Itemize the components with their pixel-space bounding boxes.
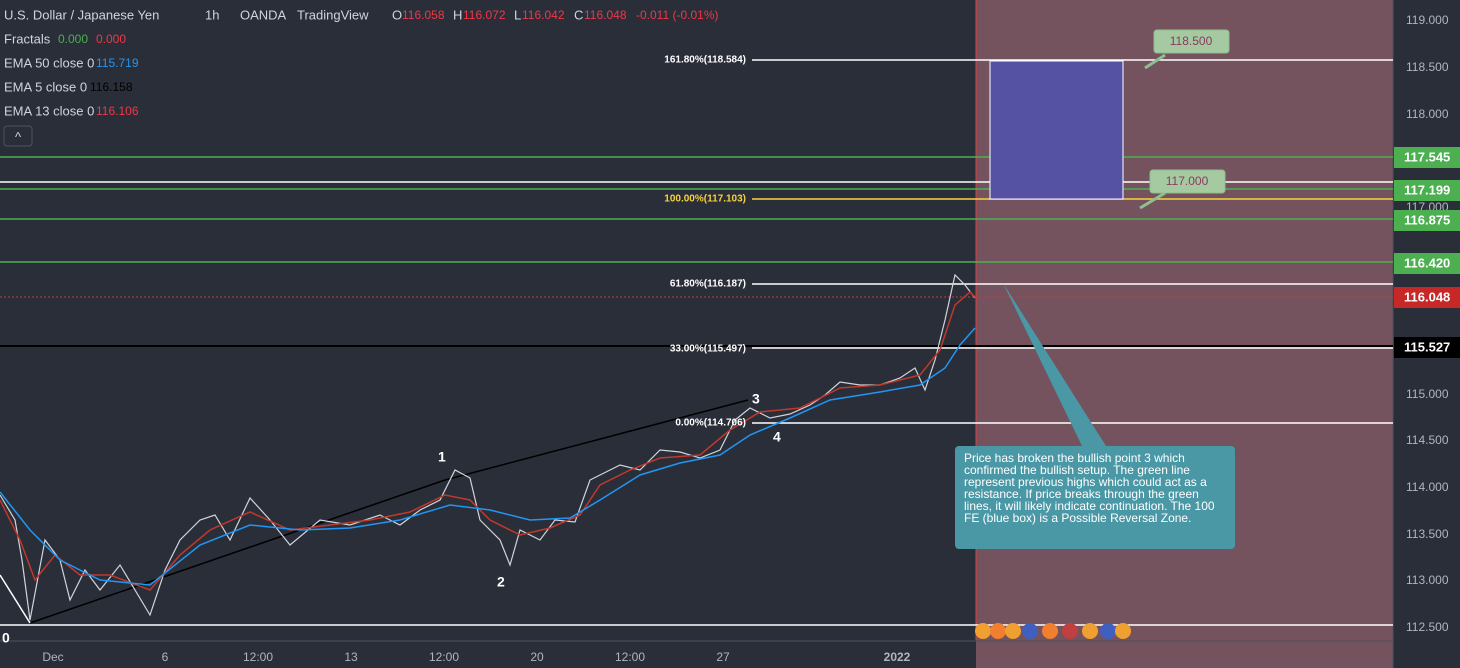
price-label: 113.000 bbox=[1406, 573, 1449, 587]
event-icons bbox=[975, 623, 991, 639]
target-label: 118.500 bbox=[1170, 34, 1213, 48]
wave-label: 2 bbox=[497, 574, 505, 590]
indicator: EMA 5 close 0 bbox=[4, 79, 87, 94]
price-tag-bg bbox=[1394, 287, 1460, 308]
indicator: EMA 50 close 0 bbox=[4, 55, 94, 70]
price-label: 114.000 bbox=[1406, 480, 1449, 494]
fib-label: 61.80%(116.187) bbox=[670, 279, 746, 290]
note-pointer bbox=[1003, 283, 1106, 446]
price-tag: 116.875 bbox=[1404, 212, 1450, 227]
ohlc-key: H bbox=[453, 7, 462, 22]
target-pointer bbox=[1144, 53, 1166, 70]
interval: 1h bbox=[205, 7, 219, 22]
target-label: 117.000 bbox=[1166, 174, 1209, 188]
price-tag-bg bbox=[1394, 253, 1460, 274]
price-tag: 117.199 bbox=[1404, 182, 1450, 197]
price-axis bbox=[1393, 0, 1460, 668]
indicator-value: 115.719 bbox=[96, 56, 139, 70]
indicator-value: 116.158 bbox=[90, 80, 133, 94]
event-icons bbox=[975, 623, 1131, 639]
ohlc-value: 116.042 bbox=[522, 8, 565, 22]
annotation-note: Price has broken the bullish point 3 whi… bbox=[955, 446, 1235, 549]
time-label: 27 bbox=[716, 650, 730, 664]
target-pointer bbox=[1139, 191, 1166, 210]
ohlc-value: 116.048 bbox=[584, 8, 627, 22]
ohlc-key: O bbox=[392, 7, 402, 22]
price-path bbox=[0, 273, 976, 621]
trend-lines bbox=[0, 399, 749, 624]
platform: TradingView bbox=[297, 7, 369, 22]
target-box bbox=[1153, 29, 1230, 54]
event-icons bbox=[1042, 623, 1058, 639]
ohlc-key: C bbox=[574, 7, 583, 22]
levels bbox=[0, 59, 1393, 626]
reversal-box bbox=[989, 60, 1124, 200]
event-icons bbox=[990, 623, 1006, 639]
symbol: U.S. Dollar / Japanese Yen bbox=[4, 7, 159, 22]
indicator-value: 0.000 bbox=[58, 32, 88, 46]
price-label: 114.500 bbox=[1406, 433, 1449, 447]
collapse-button[interactable] bbox=[3, 125, 33, 147]
event-icons bbox=[1005, 623, 1021, 639]
trend-lines bbox=[444, 399, 749, 481]
event-icons bbox=[1100, 623, 1116, 639]
price-label: 118.000 bbox=[1406, 107, 1449, 121]
wave-label: 0 bbox=[2, 630, 10, 646]
price-label: 118.500 bbox=[1406, 60, 1449, 74]
price-label: 119.000 bbox=[1406, 13, 1449, 27]
time-label: 12:00 bbox=[243, 650, 273, 664]
time-label: 2022 bbox=[884, 650, 911, 664]
time-label: 13 bbox=[344, 650, 358, 664]
trend-lines bbox=[29, 479, 446, 624]
fib-label: 100.00%(117.103) bbox=[664, 194, 746, 205]
wave-label: 3 bbox=[752, 391, 760, 407]
indicator-value: 116.106 bbox=[96, 104, 139, 118]
indicator: Fractals bbox=[4, 31, 51, 46]
time-label: 6 bbox=[162, 650, 169, 664]
fib-label: 161.80%(118.584) bbox=[664, 55, 746, 66]
broker: OANDA bbox=[240, 7, 287, 22]
time-label: 12:00 bbox=[615, 650, 645, 664]
indicator: EMA 13 close 0 bbox=[4, 103, 94, 118]
price-label: 113.500 bbox=[1406, 527, 1449, 541]
target-box bbox=[1149, 169, 1226, 194]
event-icons bbox=[1115, 623, 1131, 639]
time-label: 20 bbox=[530, 650, 544, 664]
price-label: 115.000 bbox=[1406, 387, 1449, 401]
price-tag: 116.420 bbox=[1404, 255, 1450, 270]
event-icons bbox=[1082, 623, 1098, 639]
time-label: Dec bbox=[42, 650, 63, 664]
price-tag-bg bbox=[1394, 210, 1460, 231]
price-tag-bg bbox=[1394, 147, 1460, 168]
ohlc-value: 116.072 bbox=[463, 8, 506, 22]
ema-50 bbox=[0, 327, 976, 586]
trend-lines bbox=[0, 574, 31, 624]
collapse-icon[interactable]: ^ bbox=[15, 129, 22, 144]
price-tag: 116.048 bbox=[1404, 289, 1450, 304]
price-tag: 115.527 bbox=[1404, 339, 1450, 354]
change: -0.011 (-0.01%) bbox=[636, 8, 718, 22]
ohlc-value: 116.058 bbox=[402, 8, 445, 22]
price-tag-bg bbox=[1394, 337, 1460, 358]
ohlc-key: L bbox=[514, 7, 521, 22]
price-tag: 117.545 bbox=[1404, 149, 1450, 164]
time-label: 12:00 bbox=[429, 650, 459, 664]
price-tag-bg bbox=[1394, 180, 1460, 201]
fib-label: 33.00%(115.497) bbox=[670, 344, 746, 355]
wave-label: 4 bbox=[773, 429, 781, 445]
fib-label: 0.00%(114.706) bbox=[675, 418, 746, 429]
indicator-value: 0.000 bbox=[96, 32, 126, 46]
event-icons bbox=[1062, 623, 1078, 639]
wave-label: 1 bbox=[438, 449, 446, 465]
price-label: 112.500 bbox=[1406, 620, 1449, 634]
event-icons bbox=[1022, 623, 1038, 639]
